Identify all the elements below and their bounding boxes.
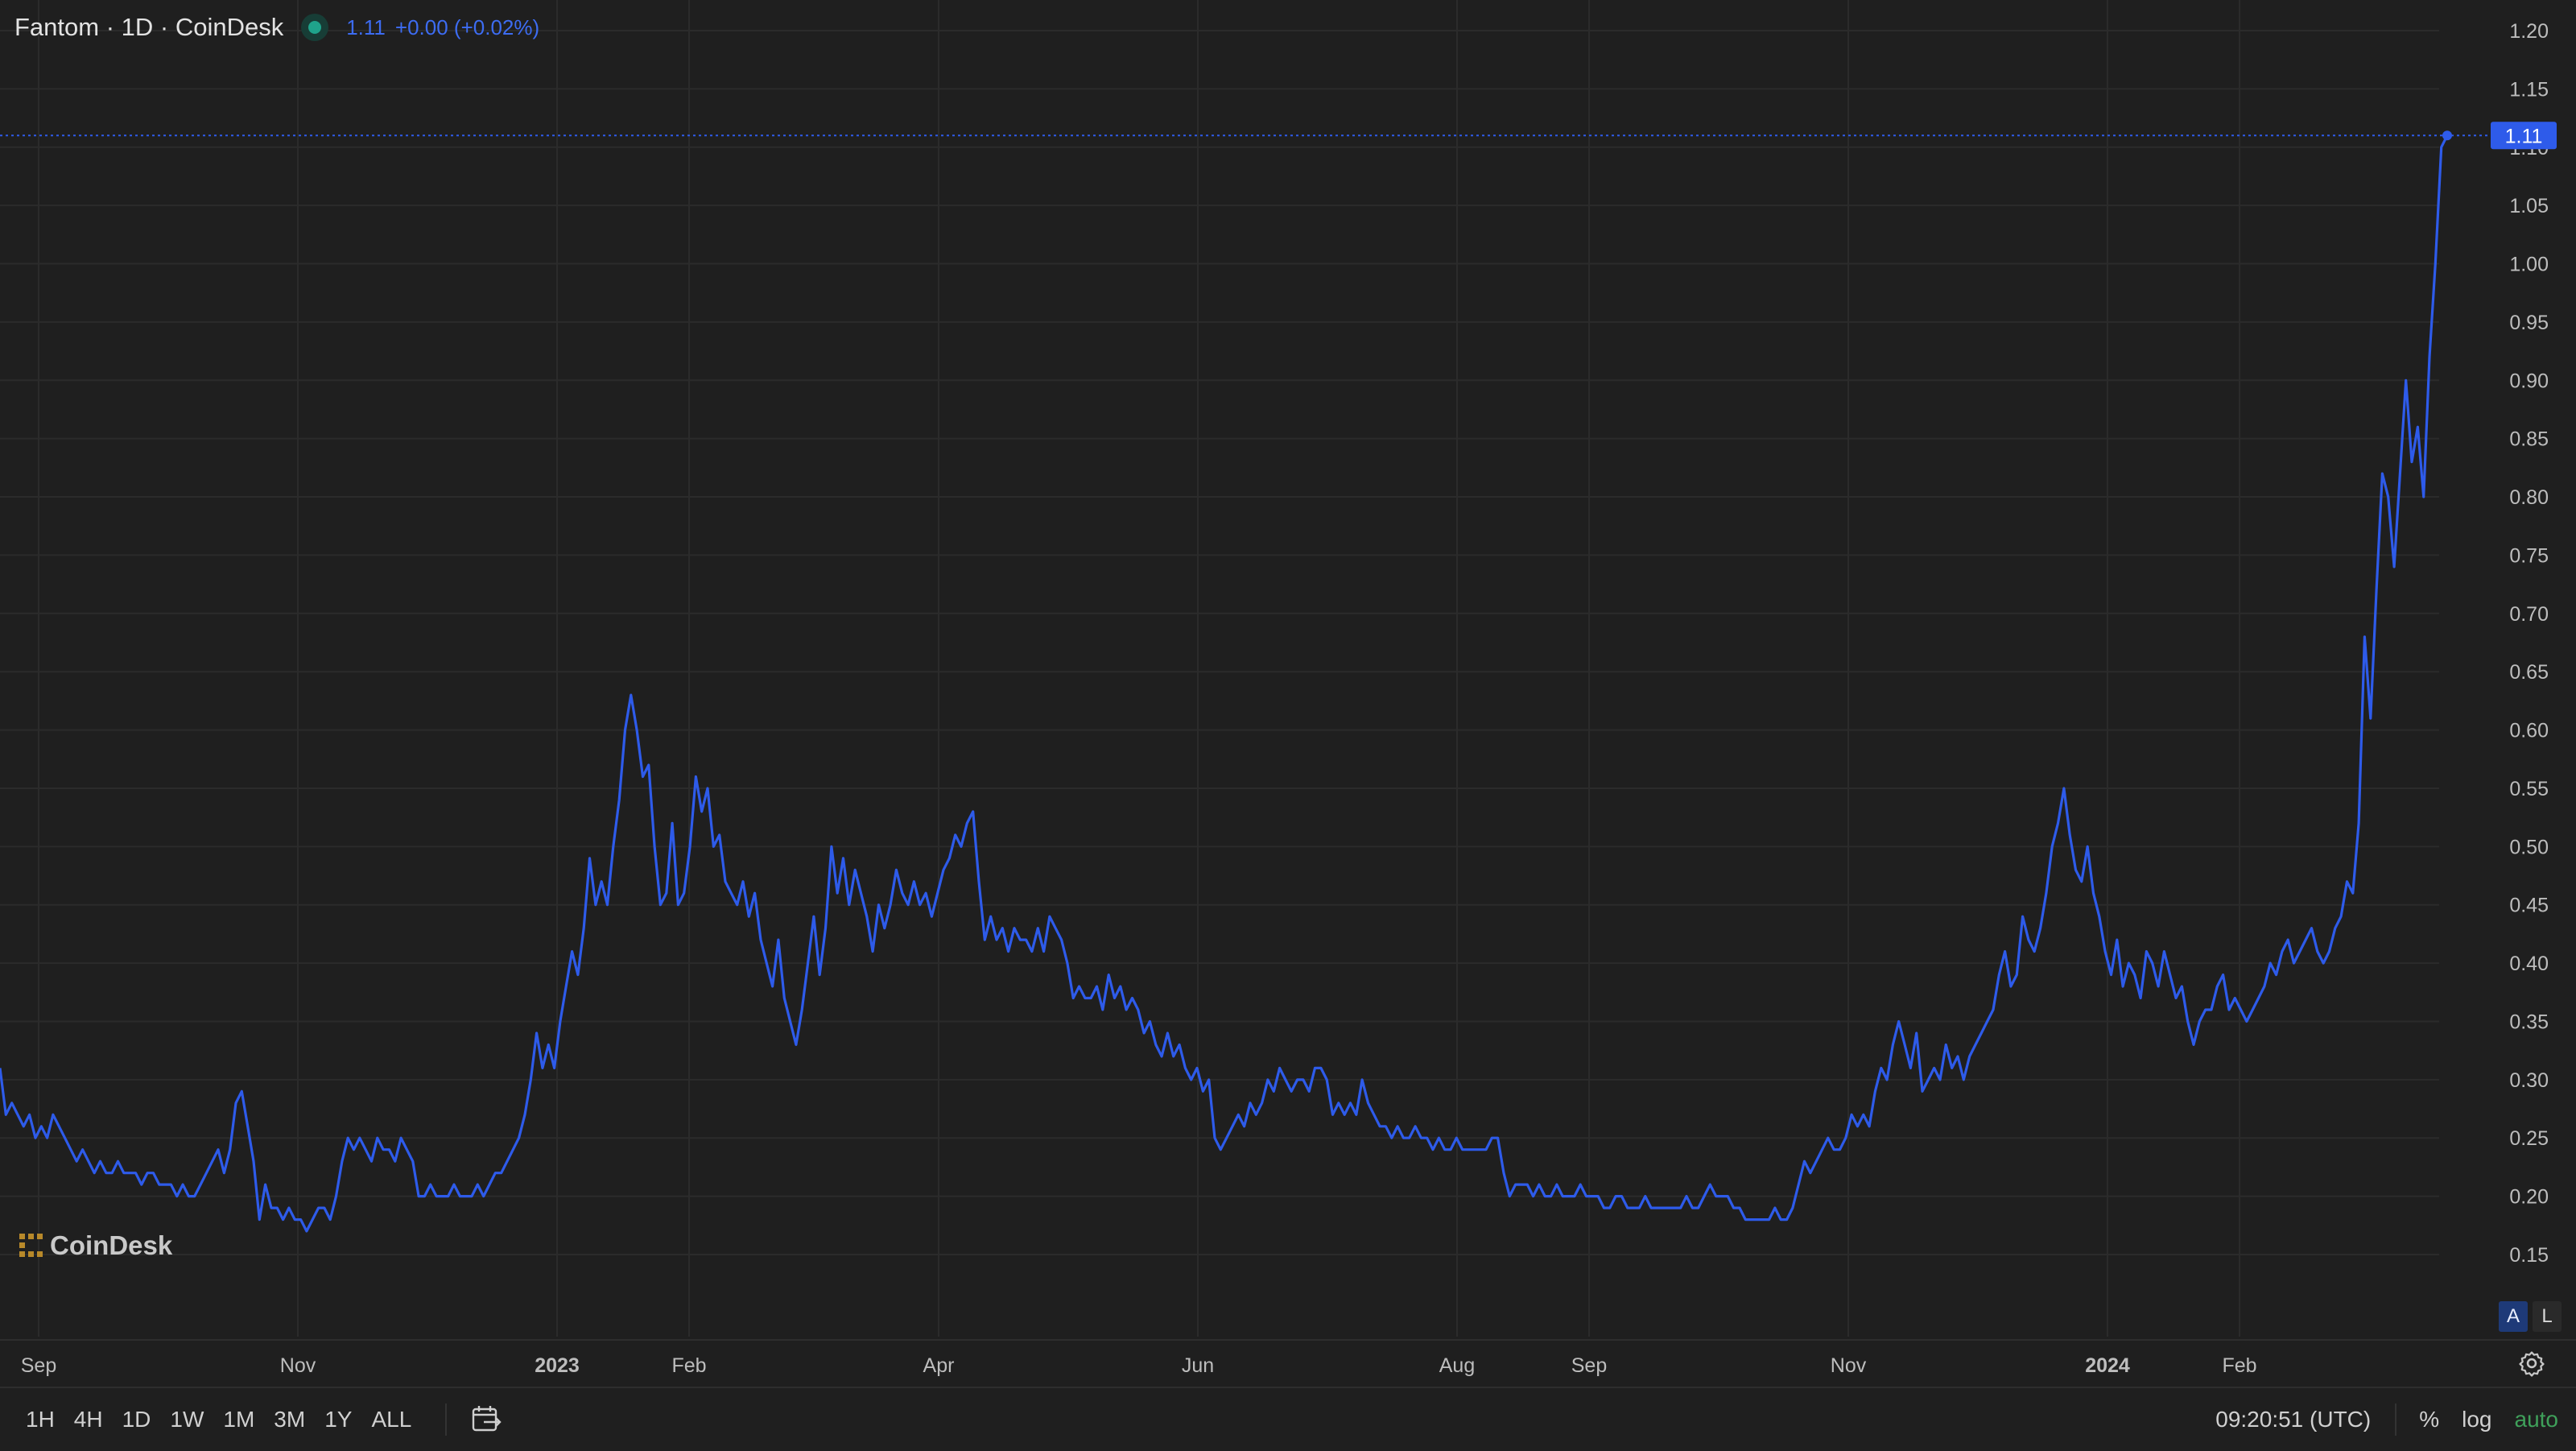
timeframe-1d-button[interactable]: 1D	[113, 1402, 161, 1437]
y-tick-label: 0.50	[2509, 836, 2549, 858]
x-tick-label: Jun	[1182, 1354, 1214, 1377]
last-price-label: 1.11	[2505, 125, 2543, 147]
price-line[interactable]	[0, 135, 2447, 1231]
y-tick-label: 0.15	[2509, 1244, 2549, 1267]
last-price-dot	[2442, 130, 2452, 140]
timeframe-list: 1H 4H 1D 1W 1M 3M 1Y ALL	[16, 1402, 421, 1437]
percent-toggle[interactable]: %	[2396, 1407, 2450, 1432]
log-toggle[interactable]: log	[2450, 1407, 2503, 1432]
timeframe-4h-button[interactable]: 4H	[64, 1402, 113, 1437]
y-tick-label: 0.85	[2509, 428, 2549, 451]
y-tick-label: 0.60	[2509, 720, 2549, 742]
y-tick-label: 0.35	[2509, 1011, 2549, 1033]
price-change: +0.00 (+0.02%)	[395, 15, 539, 40]
coindesk-watermark: CoinDesk	[18, 1230, 172, 1261]
auto-toggle[interactable]: auto	[2504, 1407, 2576, 1432]
status-dot-icon	[301, 14, 328, 41]
y-tick-label: 1.20	[2509, 20, 2549, 43]
x-tick-label: Aug	[1439, 1354, 1475, 1377]
x-tick-label: Apr	[923, 1354, 955, 1377]
y-tick-label: 1.15	[2509, 78, 2549, 101]
timeframe-1h-button[interactable]: 1H	[16, 1402, 64, 1437]
date-range-button[interactable]	[445, 1403, 503, 1436]
x-tick-label: Feb	[671, 1354, 706, 1377]
timeframe-3m-button[interactable]: 3M	[264, 1402, 315, 1437]
chart-header: Fantom · 1D · CoinDesk 1.11 +0.00 (+0.02…	[14, 10, 539, 45]
log-scale-button[interactable]: L	[2533, 1301, 2562, 1332]
x-tick-label: Sep	[1571, 1354, 1607, 1377]
timeframe-1w-button[interactable]: 1W	[160, 1402, 213, 1437]
x-tick-label: Sep	[21, 1354, 56, 1377]
footer-right: 09:20:51 (UTC) % log auto	[2191, 1388, 2576, 1451]
y-tick-label: 0.90	[2509, 370, 2549, 392]
auto-scale-button[interactable]: A	[2499, 1301, 2528, 1332]
y-tick-label: 0.25	[2509, 1127, 2549, 1150]
y-tick-label: 1.00	[2509, 254, 2549, 276]
current-price: 1.11	[346, 15, 386, 40]
symbol-title: Fantom · 1D · CoinDesk	[14, 13, 283, 42]
y-tick-label: 0.45	[2509, 895, 2549, 917]
y-tick-label: 0.75	[2509, 544, 2549, 567]
x-tick-label: Feb	[2222, 1354, 2256, 1377]
bottom-toolbar: 1H 4H 1D 1W 1M 3M 1Y ALL 09:20:51 (UTC) …	[0, 1387, 2576, 1451]
calendar-range-icon	[471, 1404, 503, 1435]
y-tick-label: 0.80	[2509, 486, 2549, 509]
y-tick-label: 0.40	[2509, 953, 2549, 975]
coindesk-logo-icon	[18, 1232, 45, 1259]
x-tick-label: 2024	[2085, 1354, 2130, 1377]
x-tick-label: Nov	[280, 1354, 316, 1377]
x-tick-label: 2023	[535, 1354, 580, 1377]
y-tick-label: 0.30	[2509, 1069, 2549, 1092]
y-tick-label: 1.05	[2509, 195, 2549, 217]
price-readout: 1.11 +0.00 (+0.02%)	[346, 15, 539, 40]
y-tick-label: 0.95	[2509, 312, 2549, 334]
price-chart[interactable]: 1.201.151.101.051.000.950.900.850.800.75…	[0, 0, 2576, 1387]
y-tick-label: 0.55	[2509, 778, 2549, 800]
scale-buttons: A L	[2499, 1301, 2562, 1332]
y-tick-label: 0.20	[2509, 1186, 2549, 1209]
timeframe-1m-button[interactable]: 1M	[213, 1402, 264, 1437]
y-tick-label: 0.65	[2509, 661, 2549, 684]
utc-clock: 09:20:51 (UTC)	[2191, 1403, 2396, 1436]
x-tick-label: Nov	[1831, 1354, 1867, 1377]
watermark-text: CoinDesk	[50, 1230, 172, 1261]
gear-icon[interactable]	[2518, 1350, 2545, 1377]
timeframe-all-button[interactable]: ALL	[361, 1402, 421, 1437]
y-tick-label: 0.70	[2509, 603, 2549, 626]
timeframe-1y-button[interactable]: 1Y	[315, 1402, 361, 1437]
